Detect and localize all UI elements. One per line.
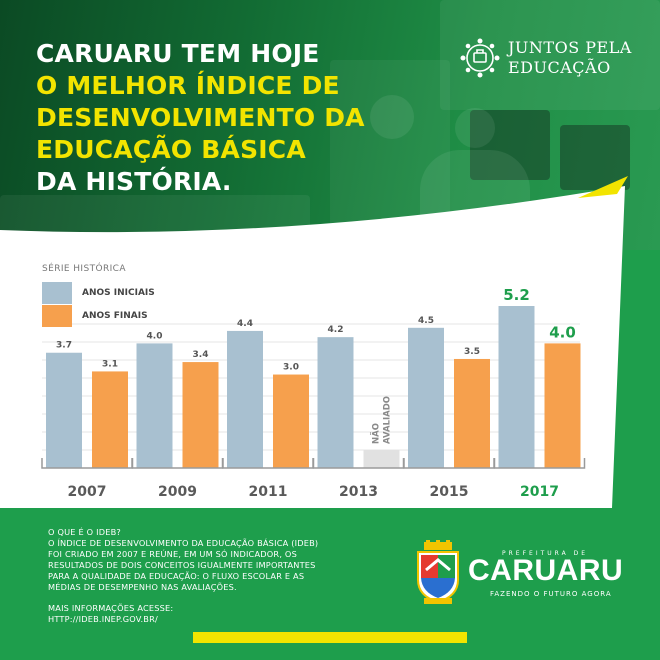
legend-swatch-anos-iniciais [42,282,72,304]
ideb-description-line-2: FOI CRIADO EM 2007 E REÚNE, EM UM SÓ IND… [48,549,297,559]
headline: CARUARU TEM HOJE O MELHOR ÍNDICE DE DESE… [36,38,365,198]
chart-x-axis: 2007 2009 2011 2013 2015 2017 [41,458,586,500]
headline-line-2: O MELHOR ÍNDICE DE [36,71,340,100]
bar-anos-finais-2015 [454,358,490,468]
group-bracket-2017 [493,458,586,469]
legend-item-anos-finais: ANOS FINAIS [42,305,148,327]
brand-prefeitura: PREFEITURA DE [502,550,588,557]
bar-anos-iniciais-2007 [46,352,82,468]
prefeitura-logo: PREFEITURA DE CARUARU FAZENDO O FUTURO A… [412,540,624,610]
campaign-logo-line-2: EDUCAÇÃO [508,58,611,77]
value-label-anos-finais-2009: 3.4 [193,350,209,360]
bar-anos-iniciais-2013 [317,337,354,468]
value-label-anos-finais-2011: 3.0 [283,363,299,373]
bar-anos-finais-2017 [544,343,581,468]
chart-card: 3.7 3.1 4.0 3.4 4.4 3.0 4.2 NÃOAVALIADO 4.5 3.5 5.… [0,176,628,508]
campaign-logo: JUNTOS PELA EDUCAÇÃO [458,36,631,80]
value-label-anos-iniciais-2015: 4.5 [418,316,434,326]
people-circle-icon [460,38,500,78]
value-label-anos-iniciais-2013: 4.2 [328,325,344,335]
bar-anos-iniciais-2015 [408,327,444,468]
legend-item-anos-iniciais: ANOS INICIAIS [42,282,155,304]
value-label-anos-iniciais-2009: 4.0 [147,331,163,341]
bar-anos-finais-2013-not-evaluated [363,450,400,468]
yellow-arrow-accent [578,176,628,198]
x-tick-2007: 2007 [68,484,107,500]
ideb-description-line-4: PARA A QUALIDADE DA EDUCAÇÃO: O FLUXO ES… [48,571,305,581]
bar-anos-finais-2009 [182,362,219,468]
value-label-anos-finais-2017: 4.0 [549,323,576,341]
headline-line-1: CARUARU TEM HOJE [36,39,320,68]
bottom-yellow-bar [193,632,467,643]
legend-label-anos-iniciais: ANOS INICIAIS [82,288,155,298]
chart-value-labels: 3.7 3.1 4.0 3.4 4.4 3.0 4.2 NÃOAVALIADO 4.5 3.5 5.… [56,286,576,444]
value-label-anos-iniciais-2007: 3.7 [56,341,72,351]
ideb-description-line-1: O ÍNDICE DE DESENVOLVIMENTO DA EDUCAÇÃO … [48,538,319,548]
coat-of-arms-icon [417,540,459,604]
legend-label-anos-finais: ANOS FINAIS [82,311,148,321]
x-tick-2017: 2017 [520,484,559,500]
value-label-anos-finais-2007: 3.1 [102,359,118,369]
ideb-info: O QUE É O IDEB? O ÍNDICE DE DESENVOLVIME… [48,527,378,625]
campaign-logo-line-1: JUNTOS PELA [508,38,632,57]
value-label-anos-finais-2015: 3.5 [464,347,480,357]
not-evaluated-label: NÃOAVALIADO [371,396,393,444]
x-tick-2015: 2015 [430,484,469,500]
headline-line-4: EDUCAÇÃO BÁSICA [36,135,306,164]
legend-swatch-anos-finais [42,305,72,327]
more-info-label: MAIS INFORMAÇÕES ACESSE: [48,603,174,613]
x-tick-2011: 2011 [249,484,288,500]
x-tick-2009: 2009 [158,484,197,500]
headline-line-5: DA HISTÓRIA. [36,167,232,196]
more-info-link[interactable]: HTTP://IDEB.INEP.GOV.BR/ [48,614,158,624]
x-tick-2013: 2013 [339,484,378,500]
chart-bars [46,306,581,468]
bar-anos-finais-2011 [273,374,309,468]
value-label-anos-iniciais-2017: 5.2 [503,286,530,304]
chart-title: SÉRIE HISTÓRICA [42,264,126,274]
headline-line-3: DESENVOLVIMENTO DA [36,103,365,132]
bar-anos-iniciais-2009 [136,343,173,468]
brand-name: CARUARU [468,554,624,587]
bar-anos-iniciais-2017 [498,306,535,468]
ideb-question: O QUE É O IDEB? [48,527,121,537]
bar-anos-iniciais-2011 [227,330,263,468]
ideb-description-line-5: MÉDIAS DE DESEMPENHO NAS AVALIAÇÕES. [48,582,237,592]
ideb-description-line-3: RESULTADOS DE DOIS CONCEITOS IGUALMENTE … [48,560,316,570]
value-label-anos-iniciais-2011: 4.4 [237,319,253,329]
brand-slogan: FAZENDO O FUTURO AGORA [490,590,612,598]
bar-anos-finais-2007 [92,371,128,468]
